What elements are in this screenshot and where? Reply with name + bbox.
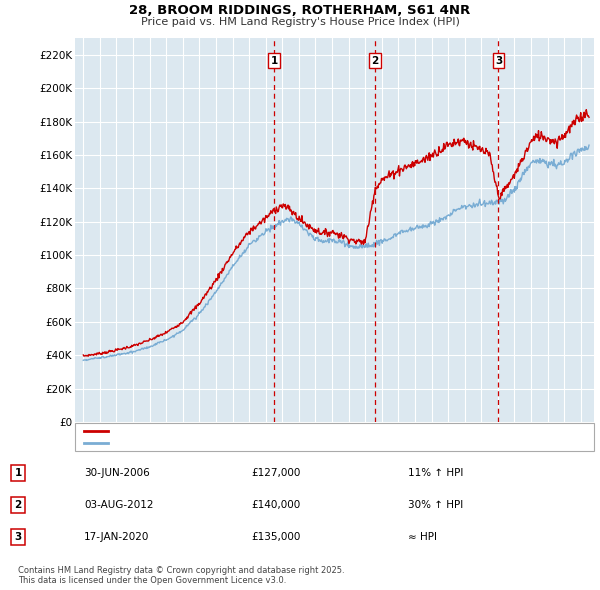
Text: ≈ HPI: ≈ HPI xyxy=(408,532,437,542)
Text: 30% ↑ HPI: 30% ↑ HPI xyxy=(408,500,463,510)
Text: 3: 3 xyxy=(495,55,502,65)
Text: Price paid vs. HM Land Registry's House Price Index (HPI): Price paid vs. HM Land Registry's House … xyxy=(140,17,460,27)
Text: 17-JAN-2020: 17-JAN-2020 xyxy=(84,532,149,542)
Text: £140,000: £140,000 xyxy=(251,500,301,510)
Text: 03-AUG-2012: 03-AUG-2012 xyxy=(84,500,154,510)
Text: 11% ↑ HPI: 11% ↑ HPI xyxy=(408,468,463,478)
Text: 28, BROOM RIDDINGS, ROTHERHAM, S61 4NR: 28, BROOM RIDDINGS, ROTHERHAM, S61 4NR xyxy=(130,4,470,17)
Text: 3: 3 xyxy=(14,532,22,542)
Text: HPI: Average price, semi-detached house, Rotherham: HPI: Average price, semi-detached house,… xyxy=(114,438,376,448)
Text: Contains HM Land Registry data © Crown copyright and database right 2025.
This d: Contains HM Land Registry data © Crown c… xyxy=(18,566,344,585)
Text: 2: 2 xyxy=(14,500,22,510)
Text: 30-JUN-2006: 30-JUN-2006 xyxy=(84,468,150,478)
Text: 2: 2 xyxy=(371,55,379,65)
Text: 28, BROOM RIDDINGS, ROTHERHAM, S61 4NR (semi-detached house): 28, BROOM RIDDINGS, ROTHERHAM, S61 4NR (… xyxy=(114,426,455,436)
Text: 1: 1 xyxy=(14,468,22,478)
Text: £127,000: £127,000 xyxy=(251,468,301,478)
Text: £135,000: £135,000 xyxy=(251,532,301,542)
Text: 1: 1 xyxy=(271,55,278,65)
